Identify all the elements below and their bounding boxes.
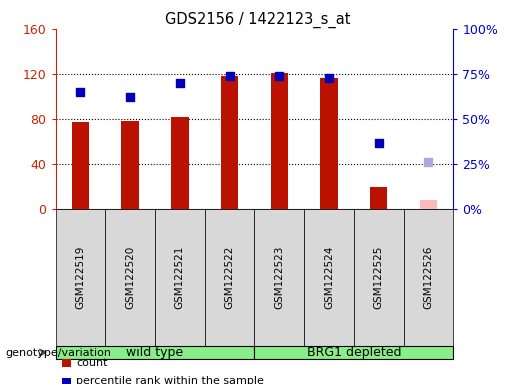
- Text: GSM122526: GSM122526: [423, 246, 433, 309]
- Point: [325, 74, 333, 81]
- Point: [275, 73, 283, 79]
- Point: [374, 139, 383, 146]
- Text: wild type: wild type: [127, 346, 183, 359]
- Bar: [72, 122, 89, 209]
- Text: BRG1 depleted: BRG1 depleted: [306, 346, 401, 359]
- Bar: [420, 200, 437, 209]
- Bar: [270, 73, 288, 209]
- Point: [176, 80, 184, 86]
- Text: GSM122525: GSM122525: [374, 246, 384, 309]
- Point: [126, 94, 134, 101]
- Bar: [221, 76, 238, 209]
- Bar: [370, 187, 387, 209]
- Point: [226, 73, 234, 79]
- Bar: [320, 78, 338, 209]
- Bar: [171, 117, 188, 209]
- Text: count: count: [76, 358, 108, 368]
- Point: [424, 159, 433, 166]
- Text: GSM122524: GSM122524: [324, 246, 334, 309]
- Text: GSM122519: GSM122519: [76, 246, 85, 309]
- Text: GSM122520: GSM122520: [125, 246, 135, 309]
- Text: GSM122523: GSM122523: [274, 246, 284, 309]
- Text: percentile rank within the sample: percentile rank within the sample: [76, 376, 264, 384]
- Text: GSM122522: GSM122522: [225, 246, 234, 309]
- Text: genotype/variation: genotype/variation: [5, 348, 111, 358]
- Bar: [122, 121, 139, 209]
- Text: GDS2156 / 1422123_s_at: GDS2156 / 1422123_s_at: [165, 12, 350, 28]
- Text: GSM122521: GSM122521: [175, 246, 185, 309]
- Point: [76, 89, 84, 95]
